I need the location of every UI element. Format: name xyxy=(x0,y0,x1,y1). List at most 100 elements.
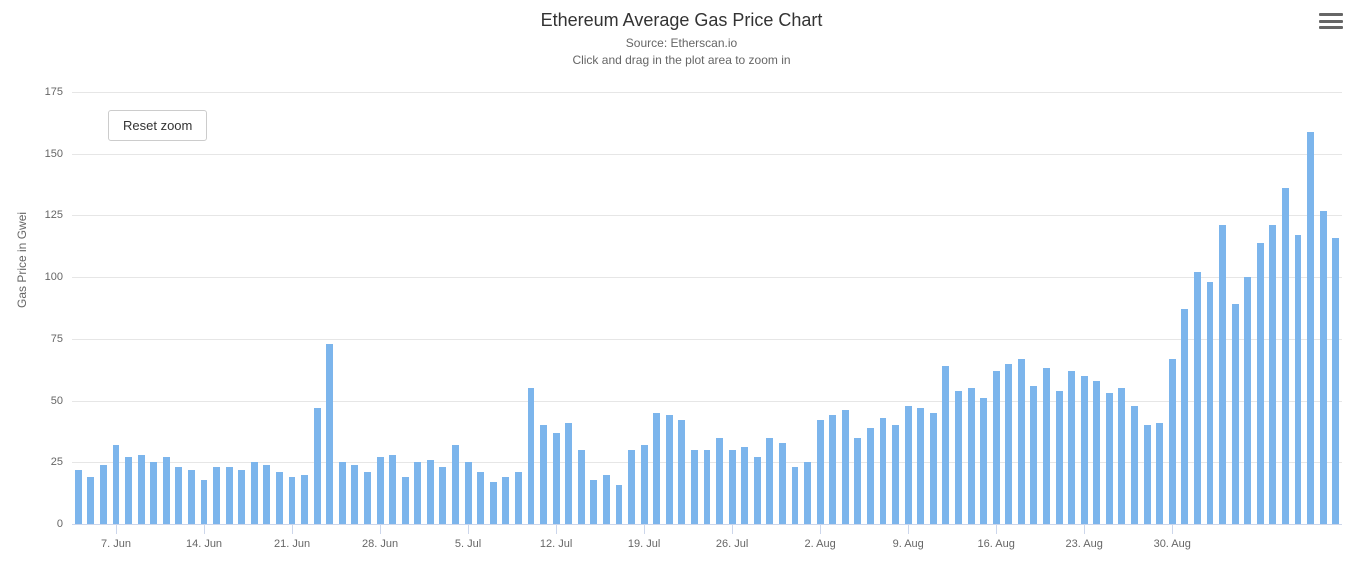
bar[interactable] xyxy=(792,467,799,524)
chart-menu-icon[interactable] xyxy=(1319,10,1343,32)
bar[interactable] xyxy=(351,465,358,524)
bar[interactable] xyxy=(175,467,182,524)
bar[interactable] xyxy=(854,438,861,524)
bar[interactable] xyxy=(766,438,773,524)
bar[interactable] xyxy=(741,447,748,524)
bar[interactable] xyxy=(528,388,535,524)
reset-zoom-button[interactable]: Reset zoom xyxy=(108,110,207,141)
bar[interactable] xyxy=(754,457,761,524)
bar[interactable] xyxy=(968,388,975,524)
bar[interactable] xyxy=(1332,238,1339,524)
bar[interactable] xyxy=(817,420,824,524)
bar[interactable] xyxy=(213,467,220,524)
bar[interactable] xyxy=(867,428,874,524)
bar[interactable] xyxy=(980,398,987,524)
bar[interactable] xyxy=(87,477,94,524)
bar[interactable] xyxy=(188,470,195,524)
bar[interactable] xyxy=(402,477,409,524)
bar[interactable] xyxy=(477,472,484,524)
bar[interactable] xyxy=(125,457,132,524)
bar[interactable] xyxy=(540,425,547,524)
bar[interactable] xyxy=(1030,386,1037,524)
bar[interactable] xyxy=(1207,282,1214,524)
bar[interactable] xyxy=(1018,359,1025,524)
bar[interactable] xyxy=(414,462,421,524)
bar[interactable] xyxy=(842,410,849,524)
bar[interactable] xyxy=(993,371,1000,524)
bar[interactable] xyxy=(942,366,949,524)
bar[interactable] xyxy=(100,465,107,524)
bar[interactable] xyxy=(892,425,899,524)
bar[interactable] xyxy=(364,472,371,524)
bar[interactable] xyxy=(138,455,145,524)
bar[interactable] xyxy=(955,391,962,524)
bar[interactable] xyxy=(1005,364,1012,524)
bar[interactable] xyxy=(1320,211,1327,525)
bar[interactable] xyxy=(465,462,472,524)
bar[interactable] xyxy=(1257,243,1264,524)
bar[interactable] xyxy=(590,480,597,524)
bar[interactable] xyxy=(377,457,384,524)
bar[interactable] xyxy=(1244,277,1251,524)
bar[interactable] xyxy=(1043,368,1050,524)
bar[interactable] xyxy=(578,450,585,524)
bar[interactable] xyxy=(289,477,296,524)
bar[interactable] xyxy=(1232,304,1239,524)
bar[interactable] xyxy=(779,443,786,524)
bar[interactable] xyxy=(1093,381,1100,524)
bar[interactable] xyxy=(226,467,233,524)
bar[interactable] xyxy=(439,467,446,524)
bar[interactable] xyxy=(1156,423,1163,524)
bar[interactable] xyxy=(1056,391,1063,524)
bar[interactable] xyxy=(905,406,912,524)
bar[interactable] xyxy=(930,413,937,524)
bar[interactable] xyxy=(1118,388,1125,524)
bar[interactable] xyxy=(339,462,346,524)
bar[interactable] xyxy=(427,460,434,524)
bar[interactable] xyxy=(263,465,270,524)
bar[interactable] xyxy=(1295,235,1302,524)
bar[interactable] xyxy=(389,455,396,524)
bar[interactable] xyxy=(314,408,321,524)
bar[interactable] xyxy=(641,445,648,524)
bar[interactable] xyxy=(716,438,723,524)
bar[interactable] xyxy=(704,450,711,524)
bar[interactable] xyxy=(75,470,82,524)
bar[interactable] xyxy=(917,408,924,524)
bar[interactable] xyxy=(1282,188,1289,524)
bar[interactable] xyxy=(1131,406,1138,524)
bar[interactable] xyxy=(804,462,811,524)
bar[interactable] xyxy=(1169,359,1176,524)
bar[interactable] xyxy=(1068,371,1075,524)
bar[interactable] xyxy=(301,475,308,524)
bar[interactable] xyxy=(1194,272,1201,524)
bar[interactable] xyxy=(326,344,333,524)
bar[interactable] xyxy=(829,415,836,524)
bar[interactable] xyxy=(1219,225,1226,524)
bar[interactable] xyxy=(163,457,170,524)
bar[interactable] xyxy=(653,413,660,524)
bar[interactable] xyxy=(251,462,258,524)
bar[interactable] xyxy=(515,472,522,524)
bar[interactable] xyxy=(150,462,157,524)
bar[interactable] xyxy=(452,445,459,524)
bar[interactable] xyxy=(1307,132,1314,525)
bar[interactable] xyxy=(628,450,635,524)
bar[interactable] xyxy=(1181,309,1188,524)
bar[interactable] xyxy=(490,482,497,524)
bar[interactable] xyxy=(238,470,245,524)
bar[interactable] xyxy=(1081,376,1088,524)
bar[interactable] xyxy=(729,450,736,524)
bar[interactable] xyxy=(880,418,887,524)
bar[interactable] xyxy=(565,423,572,524)
bar[interactable] xyxy=(666,415,673,524)
bar[interactable] xyxy=(113,445,120,524)
bar[interactable] xyxy=(201,480,208,524)
bar[interactable] xyxy=(603,475,610,524)
bar[interactable] xyxy=(276,472,283,524)
bar[interactable] xyxy=(1106,393,1113,524)
bar[interactable] xyxy=(616,485,623,524)
bar[interactable] xyxy=(1144,425,1151,524)
bar[interactable] xyxy=(1269,225,1276,524)
bar[interactable] xyxy=(678,420,685,524)
